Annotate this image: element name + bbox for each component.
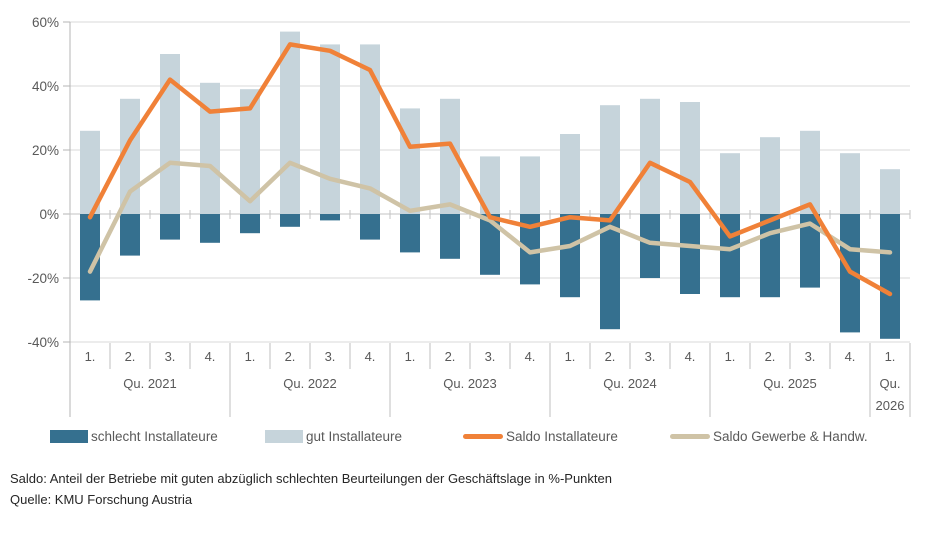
quarter-label: 2. xyxy=(765,349,776,364)
legend-item-schlecht-installateure: schlecht Installateure xyxy=(50,429,218,444)
y-tick-label: 20% xyxy=(32,143,59,158)
source-note: Quelle: KMU Forschung Austria xyxy=(10,492,193,507)
quarter-label: 2. xyxy=(125,349,136,364)
legend-label: Saldo Gewerbe & Handw. xyxy=(713,429,868,444)
bar-schlecht-installateure xyxy=(600,214,620,330)
y-tick-label: 0% xyxy=(39,207,59,222)
bar-gut-installateure xyxy=(480,156,500,214)
legend-label: gut Installateure xyxy=(306,429,403,444)
bar-gut-installateure xyxy=(800,130,820,214)
bar-gut-installateure xyxy=(400,108,420,214)
legend-item-saldo-gewerbe-handw: Saldo Gewerbe & Handw. xyxy=(670,429,868,444)
year-label: Qu. 2024 xyxy=(603,376,657,391)
bar-gut-installateure xyxy=(440,98,460,214)
year-label: Qu. 2022 xyxy=(283,376,337,391)
quarter-label: 1. xyxy=(725,349,736,364)
bar-gut-installateure xyxy=(640,98,660,214)
bar-schlecht-installateure xyxy=(80,214,100,301)
saldo-gewerbe-line-swatch-icon xyxy=(670,434,710,439)
bar-gut-installateure xyxy=(120,98,140,214)
quarter-label: 2. xyxy=(285,349,296,364)
bar-schlecht-installateure xyxy=(160,214,180,240)
bar-schlecht-installateure xyxy=(120,214,140,256)
bar-schlecht-installateure xyxy=(680,214,700,294)
gut-bar-swatch-icon xyxy=(265,430,303,443)
year-label: Qu. 2021 xyxy=(123,376,177,391)
quarter-label: 4. xyxy=(205,349,216,364)
bar-gut-installateure xyxy=(160,54,180,214)
line-saldo-gewerbe-handw xyxy=(87,160,893,274)
quarter-label: 3. xyxy=(165,349,176,364)
saldo-installateure-line-swatch-icon xyxy=(463,434,503,439)
bar-gut-installateure xyxy=(880,169,900,214)
quarter-label: 4. xyxy=(685,349,696,364)
bar-gut-installateure xyxy=(240,89,260,214)
legend-label: Saldo Installateure xyxy=(506,429,618,444)
quarter-label: 1. xyxy=(245,349,256,364)
bar-gut-installateure xyxy=(560,134,580,214)
quarter-label: 4. xyxy=(525,349,536,364)
quarter-label: 3. xyxy=(485,349,496,364)
quarter-label: 1. xyxy=(85,349,96,364)
saldo-definition-note: Saldo: Anteil der Betriebe mit guten abz… xyxy=(10,471,612,486)
bar-schlecht-installateure xyxy=(280,214,300,227)
quarter-label: 2. xyxy=(445,349,456,364)
quarter-label: 2. xyxy=(605,349,616,364)
y-tick-label: -20% xyxy=(27,271,59,286)
legend-item-saldo-installateure: Saldo Installateure xyxy=(463,429,618,444)
bar-gut-installateure xyxy=(200,82,220,214)
bar-schlecht-installateure xyxy=(480,214,500,275)
quarter-label: 4. xyxy=(845,349,856,364)
quarter-label: 1. xyxy=(885,349,896,364)
bar-gut-installateure xyxy=(600,105,620,214)
bar-schlecht-installateure xyxy=(800,214,820,288)
bar-gut-installateure xyxy=(520,156,540,214)
year-label: Qu. 2023 xyxy=(443,376,497,391)
bar-schlecht-installateure xyxy=(240,214,260,234)
chart-footnotes: Saldo: Anteil der Betriebe mit guten abz… xyxy=(10,468,910,510)
bar-schlecht-installateure xyxy=(760,214,780,298)
bar-gut-installateure xyxy=(760,137,780,214)
bar-gut-installateure xyxy=(720,153,740,214)
bar-schlecht-installateure xyxy=(360,214,380,240)
bar-gut-installateure xyxy=(680,102,700,214)
schlecht-bar-swatch-icon xyxy=(50,430,88,443)
bar-gut-installateure xyxy=(840,153,860,214)
bar-schlecht-installateure xyxy=(880,214,900,339)
year-label: Qu. xyxy=(880,376,901,391)
y-tick-label: 60% xyxy=(32,15,59,30)
quarter-label: 3. xyxy=(325,349,336,364)
legend-item-gut-installateure: gut Installateure xyxy=(265,429,402,444)
quarter-label: 1. xyxy=(405,349,416,364)
y-tick-label: -40% xyxy=(27,335,59,350)
legend-label: schlecht Installateure xyxy=(91,429,218,444)
bar-schlecht-installateure xyxy=(400,214,420,253)
bar-schlecht-installateure xyxy=(320,214,340,221)
bar-schlecht-installateure xyxy=(560,214,580,298)
quarter-label: 1. xyxy=(565,349,576,364)
bar-schlecht-installateure xyxy=(440,214,460,259)
year-label: Qu. 2025 xyxy=(763,376,817,391)
quarter-label: 3. xyxy=(645,349,656,364)
quarter-label: 4. xyxy=(365,349,376,364)
business-climate-chart: 60% 40% 20% 0% -20% -40% 1. 2. 3. 4. Qu. 2021 1. 2. 3… xyxy=(27,15,911,417)
bar-schlecht-installateure xyxy=(640,214,660,278)
y-tick-label: 40% xyxy=(32,79,59,94)
bar-gut-installateure xyxy=(360,44,380,215)
bar-gut-installateure xyxy=(80,130,100,214)
quarter-label: 3. xyxy=(805,349,816,364)
line-saldo-installateure xyxy=(87,42,893,297)
bar-schlecht-installateure xyxy=(200,214,220,243)
chart-legend: schlecht Installateure gut Installateure… xyxy=(0,429,936,455)
bar-gut-installateure xyxy=(320,44,340,215)
bar-schlecht-installateure xyxy=(520,214,540,285)
year-label: 2026 xyxy=(876,398,905,413)
